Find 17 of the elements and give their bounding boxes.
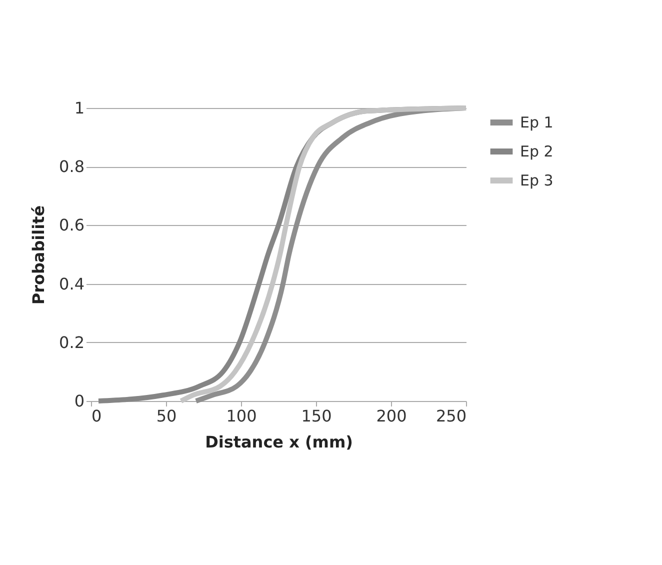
x-tick-label: 100 xyxy=(226,406,257,426)
y-tick-label: 0.8 xyxy=(59,157,84,176)
y-tick-label: 0.6 xyxy=(59,216,84,235)
x-tick-label: 150 xyxy=(301,406,332,426)
y-tick-label: 0.4 xyxy=(59,274,84,294)
x-tick-label: 0 xyxy=(92,406,102,426)
y-axis-title: Probabilité xyxy=(29,205,48,305)
y-tick-label: 0 xyxy=(74,392,84,410)
x-tick-label: 250 xyxy=(436,406,466,426)
x-tick-label: 200 xyxy=(376,406,407,426)
y-tick-label: 0.2 xyxy=(59,332,84,352)
x-axis-title: Distance x (mm) xyxy=(205,432,353,452)
legend-label: Ep 1 xyxy=(520,114,554,132)
x-tick-label: 50 xyxy=(156,406,177,426)
legend-label: Ep 3 xyxy=(520,172,554,190)
legend-label: Ep 2 xyxy=(520,142,554,160)
y-tick-label: 1 xyxy=(74,98,84,118)
